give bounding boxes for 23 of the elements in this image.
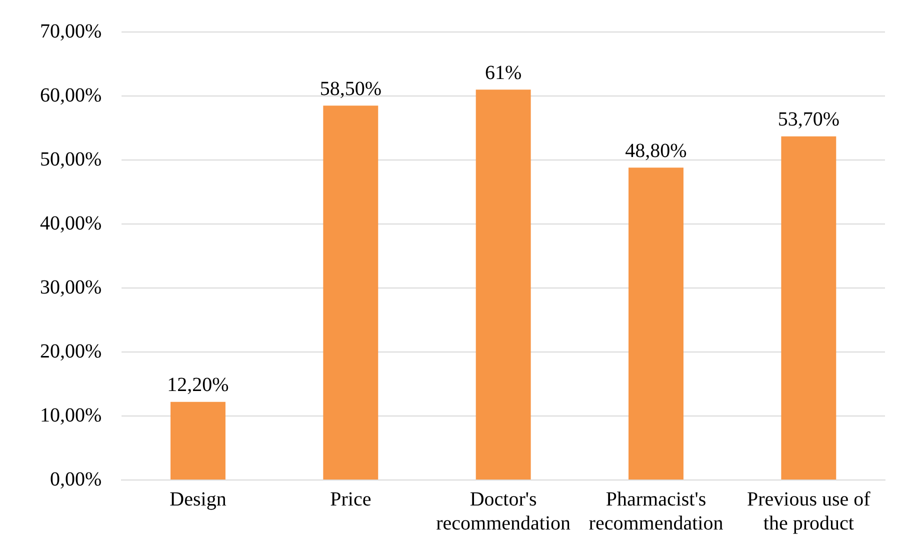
x-tick-label: Doctor's recommendation: [436, 488, 571, 534]
x-tick-label: Previous use of the product: [747, 488, 871, 534]
y-tick-label: 0,00%: [50, 468, 102, 490]
bar: [476, 90, 531, 480]
data-label: 58,50%: [320, 78, 382, 100]
bar: [628, 168, 684, 480]
bar: [323, 106, 378, 480]
data-label: 48,80%: [625, 140, 687, 162]
y-tick-label: 40,00%: [40, 212, 102, 234]
data-label: 53,70%: [778, 108, 840, 131]
data-label: 12,20%: [167, 374, 229, 396]
x-tick-label: Design: [170, 488, 226, 510]
y-tick-label: 30,00%: [40, 276, 102, 298]
bar: [781, 136, 836, 480]
y-tick-label: 60,00%: [40, 84, 102, 106]
y-tick-label: 50,00%: [40, 148, 102, 170]
y-tick-label: 70,00%: [40, 20, 102, 42]
y-tick-label: 20,00%: [40, 340, 102, 362]
x-tick-label: Price: [330, 488, 372, 510]
x-tick-label: Pharmacist's recommendation: [588, 488, 724, 534]
y-tick-label: 10,00%: [40, 404, 102, 426]
data-label: 61%: [484, 62, 522, 84]
bar: [170, 402, 226, 480]
